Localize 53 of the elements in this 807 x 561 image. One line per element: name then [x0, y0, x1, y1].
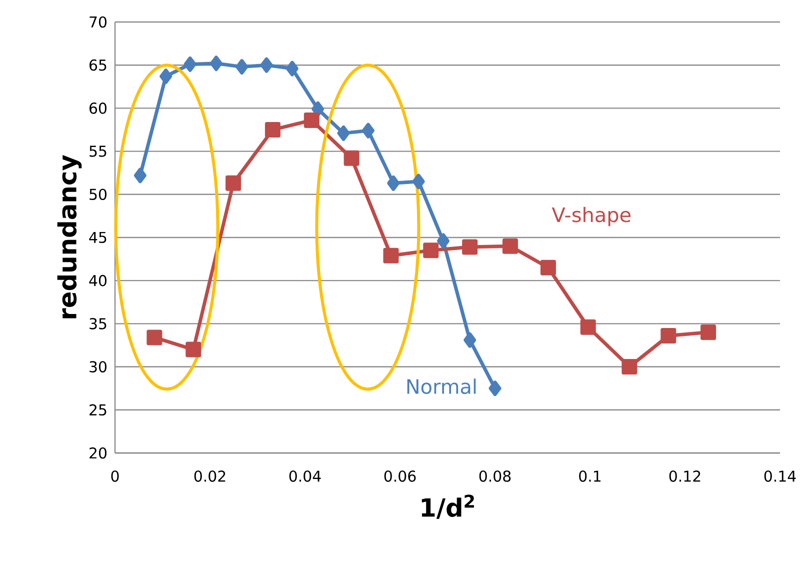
x-tick-label: 0.06	[384, 470, 416, 482]
point	[383, 248, 399, 264]
point	[540, 260, 556, 276]
series-label: Normal	[407, 378, 476, 394]
point	[387, 175, 400, 191]
point	[462, 239, 478, 255]
series-label: V-shape	[552, 206, 630, 226]
x-tick-label: 0.02	[194, 470, 226, 482]
y-axis-title: redundancy	[57, 155, 82, 318]
point	[286, 60, 298, 76]
x-tick-label: 0.08	[479, 470, 511, 482]
point	[146, 330, 162, 346]
point	[580, 319, 596, 335]
x-tick-label: 0.04	[289, 470, 321, 482]
y-tick-label: 60	[90, 102, 106, 114]
y-tick-label: 30	[90, 361, 106, 372]
y-tick-label: 70	[90, 16, 106, 28]
point	[210, 56, 222, 72]
point	[502, 238, 518, 254]
point	[660, 328, 676, 344]
point	[264, 122, 280, 138]
point	[423, 242, 439, 258]
y-tick-label: 45	[89, 232, 106, 244]
y-tick-label: 50	[90, 188, 106, 200]
y-tick-label: 40	[89, 274, 106, 286]
point	[226, 175, 242, 191]
point	[344, 150, 360, 166]
point	[700, 324, 716, 340]
point	[134, 168, 146, 184]
point	[236, 59, 248, 75]
point	[488, 380, 502, 396]
point	[362, 122, 374, 138]
point	[622, 359, 638, 375]
y-tick-label: 65	[90, 59, 106, 71]
x-tick-label: 0.12	[669, 470, 700, 482]
point	[160, 68, 172, 84]
point	[184, 56, 196, 72]
point	[337, 125, 350, 141]
x-tick-label: 0	[111, 470, 119, 482]
x-tick-label: 0.14	[764, 470, 796, 482]
x-tick-label: 0.1	[579, 470, 601, 482]
y-tick-label: 20	[90, 447, 106, 459]
point	[412, 174, 425, 190]
y-tick-label: 25	[90, 404, 106, 416]
x-axis-title: 1/d$^{2}$	[422, 494, 474, 519]
point	[312, 101, 324, 117]
point	[436, 233, 450, 249]
point	[464, 332, 476, 348]
point	[260, 57, 273, 73]
point	[304, 112, 320, 128]
y-tick-label: 55	[90, 146, 106, 157]
y-tick-label: 35	[90, 318, 106, 330]
point	[186, 342, 202, 358]
